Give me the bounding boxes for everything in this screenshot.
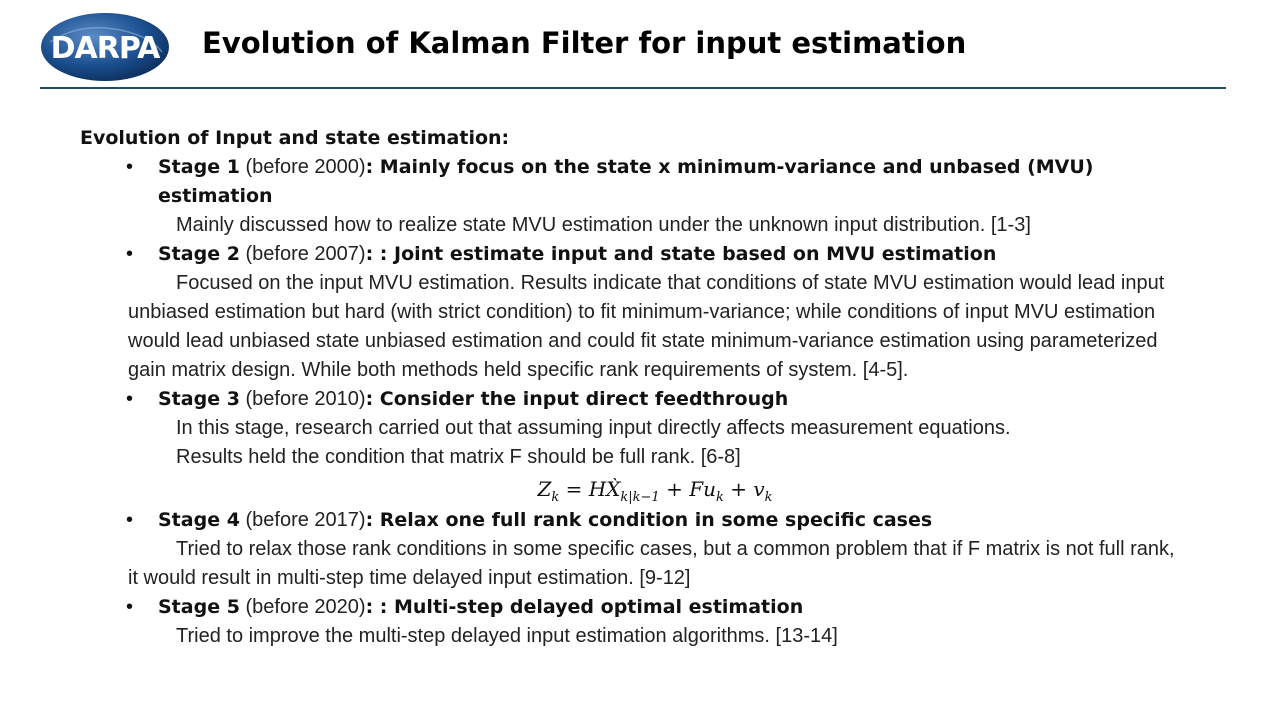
- stage-sep: : :: [365, 596, 394, 618]
- stage-sep: : :: [365, 243, 394, 265]
- stage-sep: :: [365, 388, 380, 410]
- stage-date: (before 2010): [239, 388, 366, 410]
- darpa-logo: DARPA: [41, 13, 169, 81]
- stage-body-paragraph: Tried to relax those rank conditions in …: [128, 538, 1175, 589]
- stage-4: • Stage 4 (before 2017): Relax one full …: [80, 506, 1190, 593]
- stage-body-line: Tried to improve the multi-step delayed …: [176, 625, 838, 647]
- slide-content: Evolution of Input and state estimation:…: [80, 124, 1190, 651]
- stage-date: (before 2017): [239, 509, 366, 531]
- eq-h-term: HX̀: [588, 477, 621, 501]
- stage-sep: :: [365, 509, 380, 531]
- eq-v-term: v: [753, 477, 765, 501]
- stage-description: Consider the input direct feedthrough: [379, 388, 789, 410]
- eq-f-sub: k: [715, 490, 724, 505]
- eq-f-term: Fu: [689, 477, 716, 501]
- stage-description: Joint estimate input and state based on …: [394, 243, 997, 265]
- bullet: •: [126, 388, 134, 410]
- eq-h-sub: k|k−1: [620, 490, 660, 505]
- eq-equals: =: [559, 477, 589, 501]
- stage-description: Multi-step delayed optimal estimation: [394, 596, 804, 618]
- stage-label: Stage 1: [158, 156, 240, 178]
- eq-plus: +: [723, 477, 754, 501]
- stage-label: Stage 3: [158, 388, 240, 410]
- eq-v-sub: k: [764, 490, 773, 505]
- stage-body-line: In this stage, research carried out that…: [176, 417, 1011, 439]
- stage-date: (before 2020): [239, 596, 366, 618]
- eq-lhs-sub: k: [551, 490, 560, 505]
- stage-description: Relax one full rank condition in some sp…: [379, 509, 933, 531]
- stage-5: • Stage 5 (before 2020): : Multi-step de…: [80, 593, 1190, 651]
- page-title: Evolution of Kalman Filter for input est…: [202, 26, 967, 60]
- bullet: •: [126, 243, 134, 265]
- stage-1: • Stage 1 (before 2000): Mainly focus on…: [80, 153, 1190, 240]
- eq-plus: +: [659, 477, 690, 501]
- stage-2: • Stage 2 (before 2007): : Joint estimat…: [80, 240, 1190, 385]
- title-divider: [40, 87, 1226, 89]
- stage-date: (before 2000): [239, 156, 366, 178]
- stage-description: Mainly focus on the state x minimum-vari…: [158, 156, 1094, 207]
- stage-body-line: Mainly discussed how to realize state MV…: [176, 214, 1031, 236]
- bullet: •: [126, 596, 134, 618]
- stage-date: (before 2007): [239, 243, 366, 265]
- stage-sep: :: [365, 156, 380, 178]
- stage-label: Stage 2: [158, 243, 240, 265]
- measurement-equation: Zk = HX̀k|k−1 + Fuk + vk: [80, 472, 1190, 506]
- stage-body-paragraph: Focused on the input MVU estimation. Res…: [128, 272, 1165, 381]
- eq-lhs: Z: [537, 477, 552, 501]
- stage-body-line: Results held the condition that matrix F…: [176, 446, 741, 468]
- logo-text: DARPA: [51, 31, 161, 66]
- bullet: •: [126, 156, 134, 178]
- stage-3: • Stage 3 (before 2010): Consider the in…: [80, 385, 1190, 506]
- stage-label: Stage 5: [158, 596, 240, 618]
- stage-label: Stage 4: [158, 509, 240, 531]
- section-heading: Evolution of Input and state estimation:: [80, 127, 510, 149]
- bullet: •: [126, 509, 134, 531]
